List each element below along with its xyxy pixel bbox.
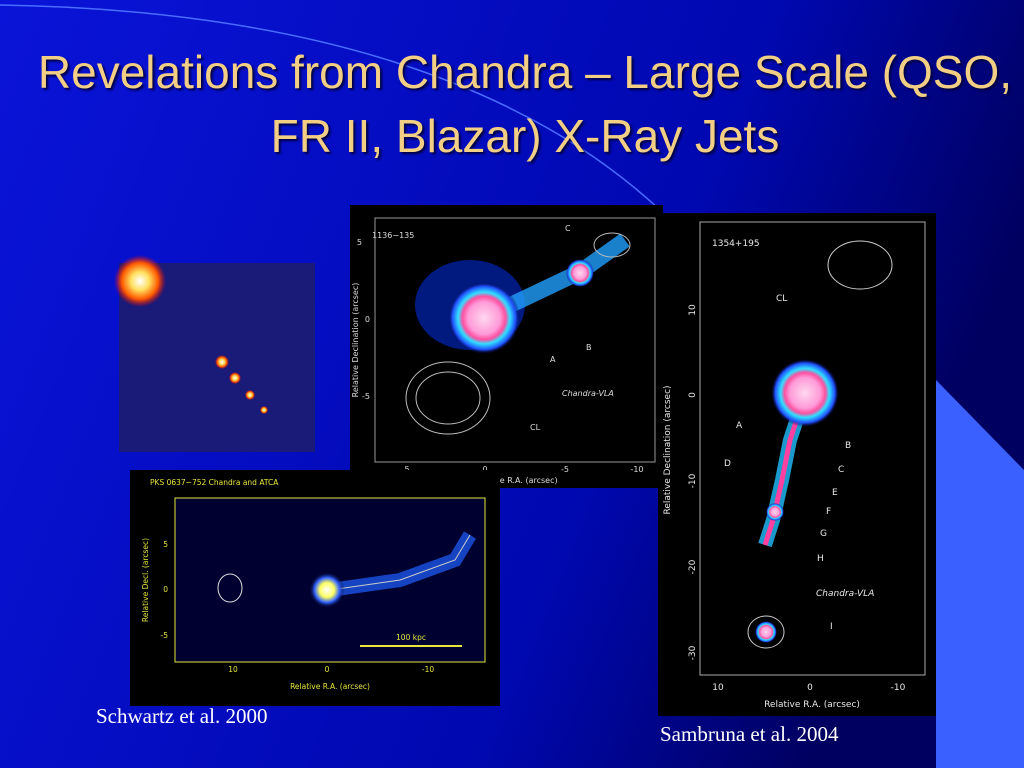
jet-knot: [245, 390, 255, 400]
caption: Sambruna et al. 2004: [660, 722, 839, 746]
contour: [217, 573, 243, 603]
y-tick-label: 5: [357, 238, 362, 247]
annotation: D: [724, 459, 731, 469]
contour: [405, 361, 491, 435]
figure-3: 1354+195 CL A D B C E F G H I Chandra-VL…: [658, 213, 936, 716]
source-label: PKS 0637−752 Chandra and ATCA: [150, 478, 279, 487]
plot-frame: [699, 221, 926, 676]
quasar-core: [771, 359, 839, 427]
x-axis-label: Relative R.A. (arcsec): [472, 476, 557, 485]
figure-1: [114, 255, 315, 452]
y-tick-label: 0: [163, 585, 168, 594]
annotation: C: [838, 465, 844, 475]
annotation: E: [832, 488, 838, 498]
y-axis-label: Relative Decl. (arcsec): [141, 538, 150, 622]
annotation: CL: [776, 294, 787, 304]
jet-knot: [766, 503, 784, 521]
y-tick-label: -5: [161, 631, 169, 640]
y-axis-label: Relative Declination (arcsec): [663, 385, 673, 514]
annotation: Chandra-VLA: [562, 389, 614, 398]
x-tick-label: 10: [712, 683, 724, 693]
plot-frame: [374, 217, 656, 463]
y-tick-label: -20: [688, 559, 698, 574]
y-tick-label: -30: [688, 645, 698, 660]
source-label: 1136−135: [372, 231, 414, 240]
annotation: H: [817, 554, 824, 564]
jet-knot: [566, 259, 594, 287]
decor-wedge: [936, 380, 1024, 768]
x-tick-label: -5: [561, 465, 569, 474]
y-tick-label: 0: [688, 392, 698, 398]
quasar-core: [309, 572, 345, 608]
contour: [747, 615, 785, 649]
annotation: A: [550, 355, 556, 364]
jet-knot: [215, 355, 229, 369]
x-tick-label: -10: [422, 665, 434, 674]
x-tick-label: 0: [482, 465, 487, 474]
figure-2: 1136−135 C A B CL Chandra-VLA 5 0 -5 5 0…: [350, 205, 663, 488]
annotation: CL: [530, 423, 541, 432]
figure-4: PKS 0637−752 Chandra and ATCA 100 kpc 5 …: [130, 470, 500, 706]
annotation: Chandra-VLA: [816, 589, 874, 599]
decor-curve: [0, 4, 661, 211]
annotation: C: [565, 224, 571, 233]
x-axis-label: Relative R.A. (arcsec): [290, 682, 370, 691]
contour: [415, 371, 481, 425]
contour: [827, 240, 893, 290]
x-tick-label: -10: [891, 683, 906, 693]
y-tick-label: 5: [163, 540, 168, 549]
x-tick-label: -10: [630, 465, 643, 474]
contour: [329, 534, 471, 591]
caption: Schwartz et al. 2000: [96, 704, 268, 728]
jet-knot: [229, 372, 241, 384]
image-frame: [658, 213, 936, 716]
y-tick-label: -5: [362, 392, 370, 401]
x-tick-label: 10: [228, 665, 238, 674]
y-tick-label: 10: [688, 304, 698, 316]
x-tick-label: 0: [807, 683, 813, 693]
annotation: F: [826, 507, 831, 517]
x-tick-label: 0: [325, 665, 330, 674]
y-axis-label: Relative Declination (arcsec): [351, 283, 360, 398]
scale-label: 100 kpc: [396, 633, 426, 642]
y-tick-label: 0: [365, 315, 370, 324]
x-axis-label: Relative R.A. (arcsec): [764, 700, 860, 710]
x-tick-label: 5: [404, 465, 409, 474]
annotation: G: [820, 529, 827, 539]
y-tick-label: -10: [688, 473, 698, 488]
jet-knot: [260, 406, 268, 414]
source-label: 1354+195: [712, 239, 760, 249]
annotation: B: [845, 441, 851, 451]
slide-title: Revelations from Chandra – Large Scale (…: [37, 46, 1013, 162]
contour: [593, 232, 631, 258]
hotspot: [755, 621, 777, 643]
annotation: I: [830, 622, 833, 632]
annotation: B: [586, 343, 592, 352]
quasar-core: [114, 255, 166, 307]
quasar-core: [448, 282, 520, 354]
annotation: A: [736, 421, 743, 431]
